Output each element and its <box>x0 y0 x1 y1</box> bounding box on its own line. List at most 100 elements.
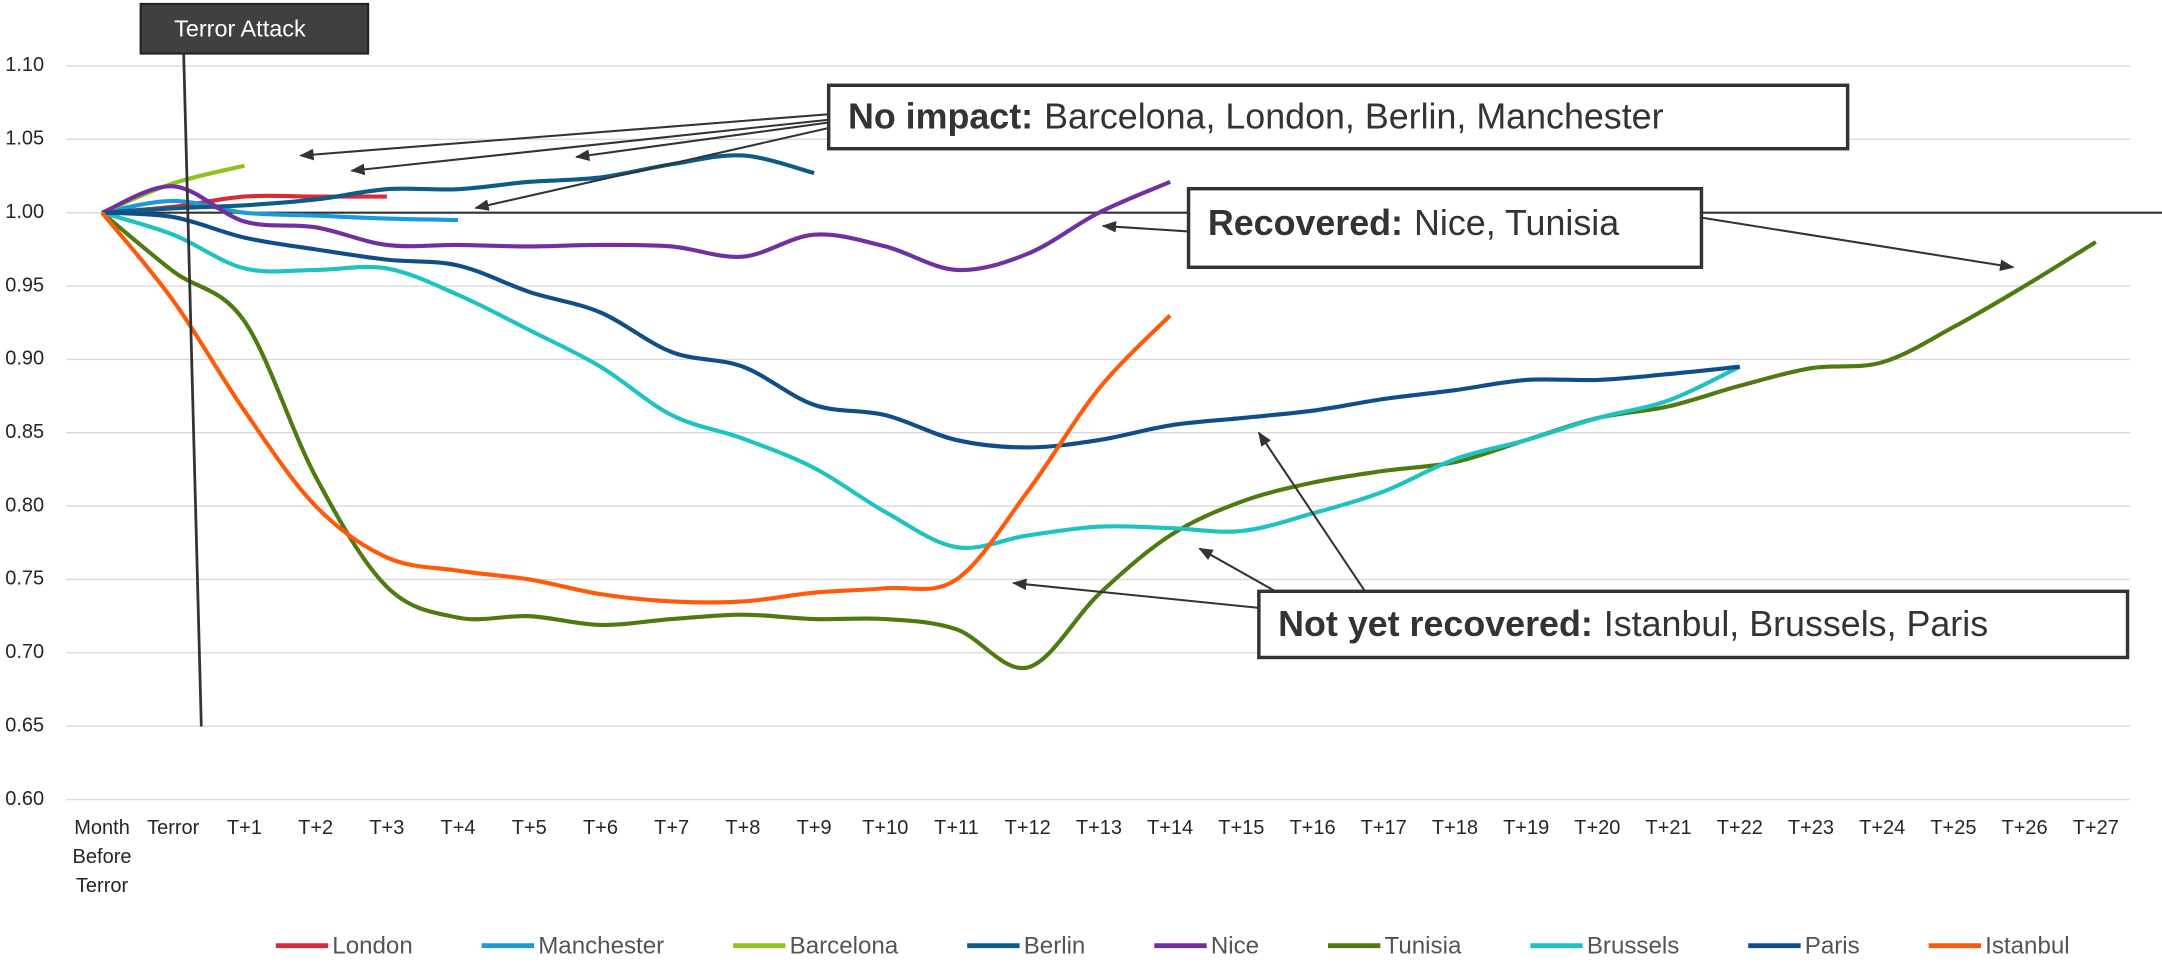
x-tick-label: T+24 <box>1859 817 1906 840</box>
legend-label: Berlin <box>1024 932 1086 959</box>
x-tick-label: T+3 <box>369 817 405 840</box>
y-tick-label: 0.60 <box>5 788 44 810</box>
series-line <box>101 179 1171 273</box>
annotation-text: Barcelona, London, Berlin, Manchester <box>1044 97 1663 137</box>
series-line <box>101 153 815 215</box>
x-tick-label: T+14 <box>1147 817 1194 840</box>
x-tick-label: T+21 <box>1645 817 1692 840</box>
x-tick-label-box: T+17 <box>1360 817 1407 840</box>
x-tick-label: T+20 <box>1574 817 1621 840</box>
terror-line <box>182 42 203 727</box>
x-tick-label: T+26 <box>2001 817 2048 840</box>
x-tick-label-box: T+26 <box>2001 817 2048 840</box>
x-tick-label-box: T+8 <box>725 817 761 840</box>
annotation: No impact: Barcelona, London, Berlin, Man… <box>848 97 1664 137</box>
annotation-box <box>1186 186 1704 270</box>
series-line <box>101 198 459 223</box>
arrow <box>474 127 829 211</box>
x-tick-label: T+10 <box>862 817 909 840</box>
x-tick-label-box: T+4 <box>441 817 476 839</box>
arrow <box>574 121 829 161</box>
y-tick-label: 0.75 <box>5 568 44 590</box>
x-tick-label: T+8 <box>725 817 761 840</box>
x-tick-label-box: T+19 <box>1503 817 1550 840</box>
annotation-text: Istanbul, Brussels, Paris <box>1604 605 1988 645</box>
x-tick-label: T+6 <box>582 817 618 840</box>
x-tick-label-box: T+18 <box>1431 817 1479 840</box>
arrow <box>1258 431 1366 592</box>
x-tick-label-box: T+6 <box>582 817 618 840</box>
x-tick-label: T+23 <box>1787 817 1835 840</box>
x-tick-label: T+18 <box>1431 817 1479 840</box>
annotation: Not yet recovered: Istanbul, Brussels, Pa… <box>1278 605 1988 645</box>
y-tick-label: 0.85 <box>5 421 44 443</box>
series-line <box>100 211 2097 671</box>
x-tick-label: Month Before Terror <box>72 817 132 898</box>
legend-label: Manchester <box>538 932 664 959</box>
x-tick-label: T+22 <box>1716 817 1763 840</box>
legend-label: Tunisia <box>1385 932 1462 959</box>
x-tick-label-box: T+24 <box>1859 817 1906 840</box>
x-tick-label-box: T+25 <box>1930 817 1977 840</box>
x-tick-label-box: Month Before Terror <box>72 817 132 898</box>
annotation-bold: No impact: <box>848 97 1033 137</box>
x-tick-label: T+5 <box>511 817 547 840</box>
x-tick-label-box: T+23 <box>1787 817 1835 840</box>
x-tick-label: T+17 <box>1360 817 1407 840</box>
x-tick-label: T+19 <box>1503 817 1550 840</box>
x-tick-label: T+25 <box>1930 817 1977 840</box>
terror-label: Terror Attack <box>174 15 306 41</box>
x-tick-label: T+13 <box>1075 817 1122 840</box>
y-tick-label: 1.10 <box>5 54 44 76</box>
x-tick-label-box: T+21 <box>1645 817 1692 840</box>
y-tick-label: 0.70 <box>5 641 44 663</box>
x-tick-label-box: T+13 <box>1075 817 1122 840</box>
arrow <box>1198 547 1276 593</box>
x-tick-label-box: T+22 <box>1716 817 1763 840</box>
x-tick-label-box: T+1 <box>227 817 262 839</box>
x-tick-label: T+15 <box>1218 817 1265 840</box>
x-tick-label-box: T+16 <box>1289 817 1336 840</box>
x-tick-label: T+16 <box>1289 817 1336 840</box>
x-tick-label-box: T+5 <box>511 817 547 840</box>
y-tick-label: 0.90 <box>5 348 44 370</box>
legend-label: Istanbul <box>1985 932 2069 959</box>
x-tick-label-box: T+2 <box>298 817 333 839</box>
annotation-bold: Recovered: <box>1208 203 1403 243</box>
y-tick-label: 1.00 <box>5 201 44 223</box>
x-tick-label-box: T+11 <box>934 817 979 839</box>
legend: London Manchester Barcelona Berlin Nice Tunis… <box>275 932 2070 959</box>
annotation-bold: Not yet recovered: <box>1278 605 1593 645</box>
x-tick-label-box: T+20 <box>1574 817 1621 840</box>
series-layer <box>100 153 2097 671</box>
annotation-box <box>1257 589 2130 660</box>
x-tick-label-box: T+3 <box>369 817 405 840</box>
legend-label: Brussels <box>1587 932 1679 959</box>
legend-label: London <box>332 932 412 959</box>
series-line <box>101 210 1741 450</box>
arrows <box>299 113 2015 609</box>
y-tick-label: 0.95 <box>5 274 44 296</box>
x-tick-label: T+27 <box>2072 817 2119 840</box>
x-tick-label-box: Terror <box>147 817 200 840</box>
x-tick-label-box: T+27 <box>2072 817 2119 840</box>
arrow <box>1101 220 1189 233</box>
x-tick-label: Terror <box>147 817 200 840</box>
arrow <box>1701 216 2015 271</box>
legend-label: Barcelona <box>790 932 899 959</box>
x-tick-label-box: T+9 <box>796 817 832 840</box>
x-tick-label-box: T+7 <box>654 817 690 840</box>
arrow <box>350 118 829 176</box>
x-tick-label-box: T+14 <box>1147 817 1194 840</box>
y-tick-label: 0.80 <box>5 494 44 516</box>
x-tick-label-box: T+10 <box>862 817 909 840</box>
y-tick-label: 0.65 <box>5 714 44 736</box>
arrow <box>1011 578 1259 609</box>
y-tick-label: 1.05 <box>5 128 44 150</box>
x-tick-label: T+7 <box>654 817 690 840</box>
x-tick-label: T+12 <box>1004 817 1051 840</box>
x-tick-label-box: T+15 <box>1218 817 1265 840</box>
x-tick-label: T+9 <box>796 817 832 840</box>
